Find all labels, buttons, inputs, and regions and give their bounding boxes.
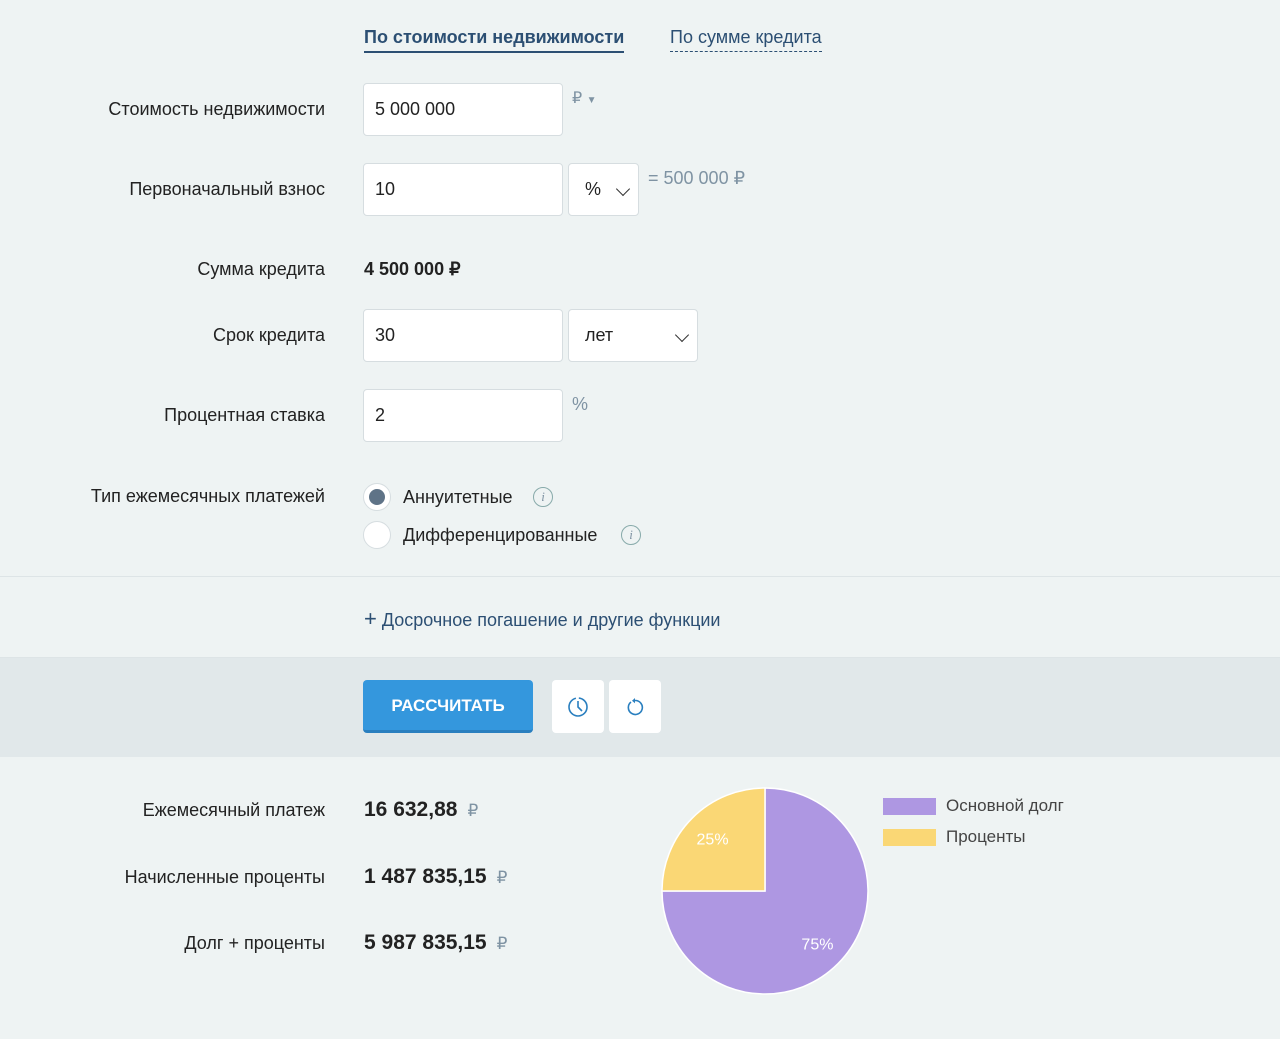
chevron-down-icon xyxy=(674,327,690,343)
radio-differentiated-label[interactable]: Дифференцированные xyxy=(403,525,598,545)
pie-label: 75% xyxy=(801,936,833,953)
pie-slice xyxy=(661,787,766,892)
down-payment-unit-select[interactable]: % xyxy=(568,163,639,216)
total-value: 5 987 835,15 ₽ xyxy=(364,931,508,954)
clock-icon xyxy=(568,696,588,717)
tab-by-loan-amount[interactable]: По сумме кредита xyxy=(670,27,822,52)
extra-functions-link[interactable]: + Досрочное погашение и другие функции xyxy=(364,606,720,632)
result-label: Ежемесячный платеж xyxy=(142,800,325,820)
monthly-payment-value: 16 632,88 ₽ xyxy=(364,798,479,821)
term-label: Срок кредита xyxy=(212,325,325,345)
plus-icon: + xyxy=(364,606,377,631)
legend-label: Проценты xyxy=(946,827,1026,846)
rate-unit: % xyxy=(572,394,589,414)
legend-swatch xyxy=(883,797,936,815)
loan-amount-value: 4 500 000 ₽ xyxy=(364,259,461,279)
unit-value: лет xyxy=(585,325,614,345)
price-input[interactable]: 5 000 000 xyxy=(363,83,563,136)
down-payment-input[interactable]: 10 xyxy=(363,163,563,216)
radio-annuity-label[interactable]: Аннуитетные xyxy=(403,487,513,507)
down-payment-computed: = 500 000 ₽ xyxy=(648,168,746,188)
pie-slice xyxy=(661,787,869,995)
legend-item: Проценты xyxy=(883,827,1026,847)
info-icon[interactable]: i xyxy=(533,487,553,507)
legend-item: Основной долг xyxy=(883,796,1064,816)
down-payment-label: Первоначальный взнос xyxy=(129,179,325,199)
legend-swatch xyxy=(883,828,936,846)
result-label: Долг + проценты xyxy=(184,933,325,953)
unit-value: % xyxy=(585,179,602,199)
radio-annuity[interactable] xyxy=(363,483,391,511)
pie-chart: 75% 25% xyxy=(661,787,869,995)
rate-input[interactable]: 2 xyxy=(363,389,563,442)
caret-down-icon: ▼ xyxy=(586,95,597,106)
price-label: Стоимость недвижимости xyxy=(108,99,325,119)
loan-amount-label: Сумма кредита xyxy=(197,259,325,279)
divider xyxy=(0,576,1280,577)
info-icon[interactable]: i xyxy=(621,525,641,545)
payment-type-label: Тип ежемесячных платежей xyxy=(90,486,325,506)
refresh-icon xyxy=(627,697,644,715)
history-button[interactable] xyxy=(552,680,604,733)
term-unit-select[interactable]: лет xyxy=(568,309,698,362)
chevron-down-icon xyxy=(615,181,631,197)
currency-label: ₽ xyxy=(572,90,583,107)
result-label: Начисленные проценты xyxy=(124,867,325,887)
reset-button[interactable] xyxy=(609,680,661,733)
term-input[interactable]: 30 xyxy=(363,309,563,362)
extra-functions-label: Досрочное погашение и другие функции xyxy=(381,610,721,630)
calculate-button[interactable]: РАССЧИТАТЬ xyxy=(363,680,533,733)
rate-label: Процентная ставка xyxy=(164,405,325,425)
tab-by-property-price[interactable]: По стоимости недвижимости xyxy=(364,27,625,53)
legend-label: Основной долг xyxy=(946,796,1064,815)
radio-differentiated[interactable] xyxy=(363,521,391,549)
pie-label: 25% xyxy=(697,832,729,849)
currency-dropdown[interactable]: ₽ ▼ xyxy=(572,88,597,108)
interest-value: 1 487 835,15 ₽ xyxy=(364,865,508,888)
